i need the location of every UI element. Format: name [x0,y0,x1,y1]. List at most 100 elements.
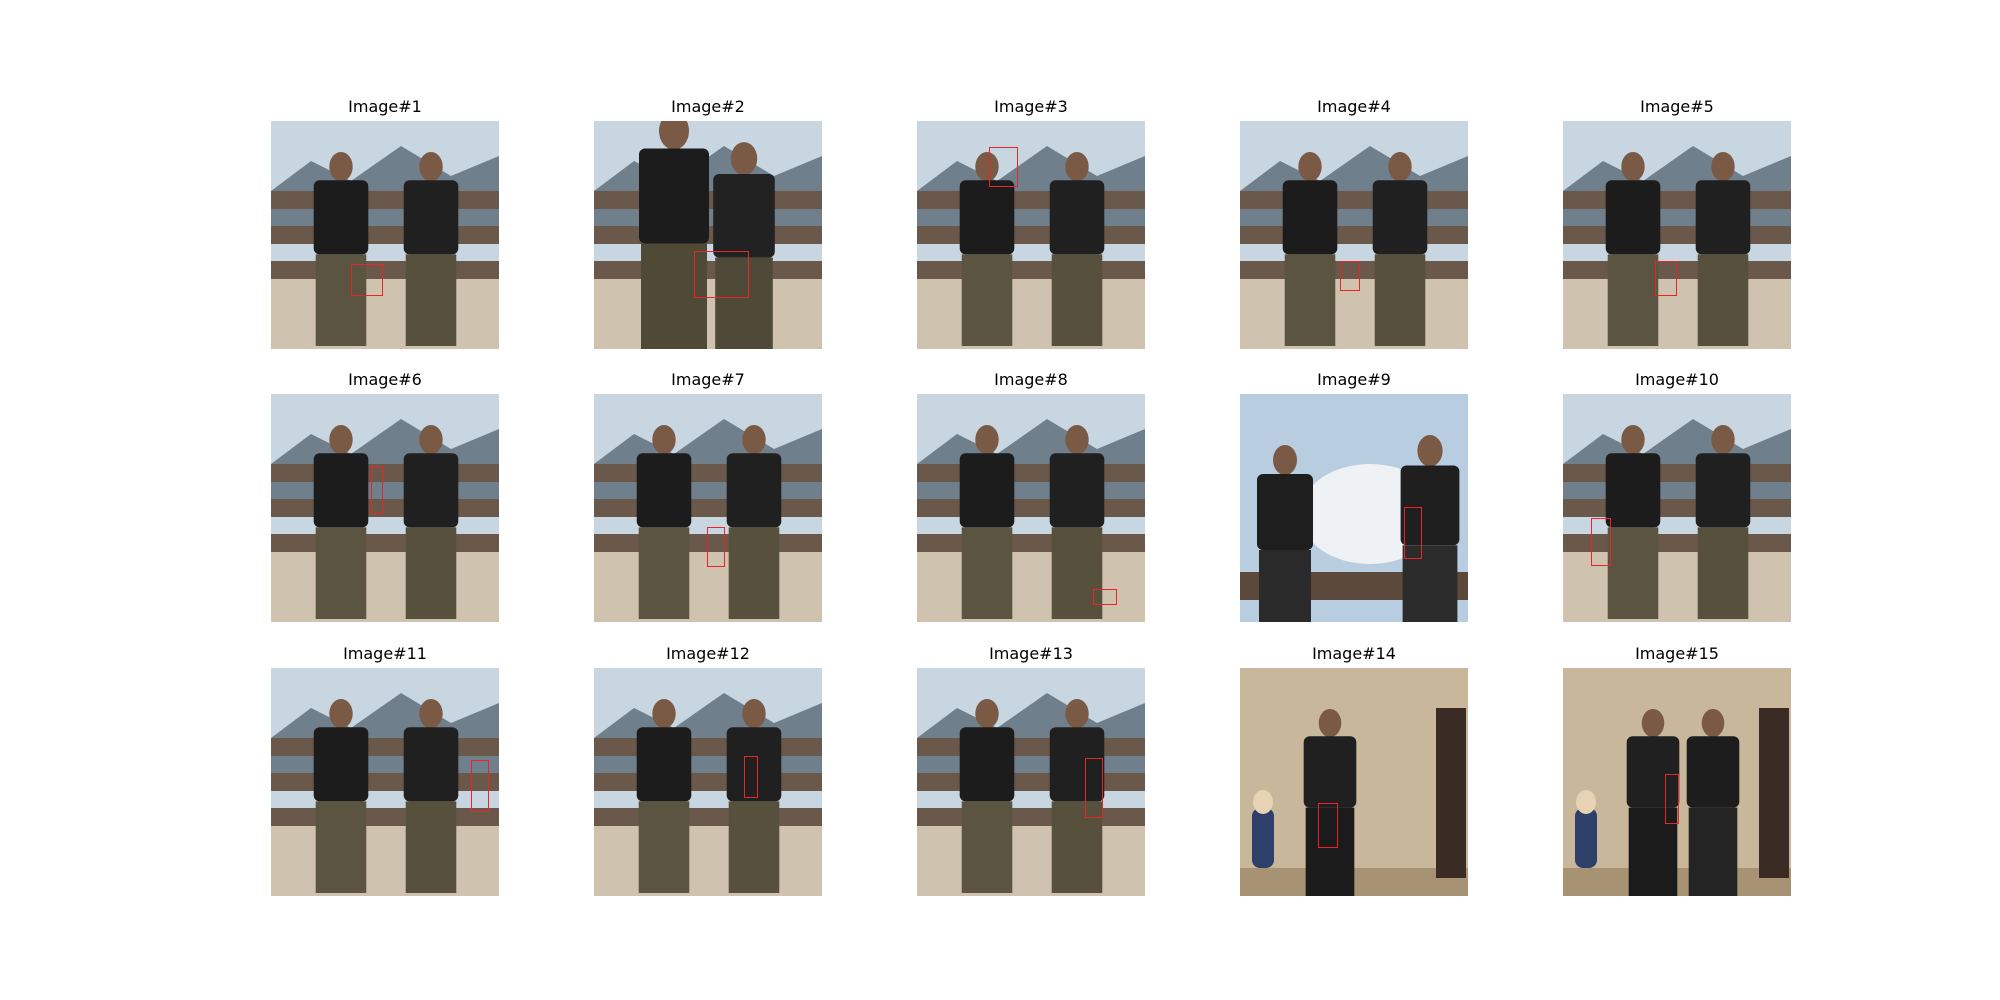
person-torso [313,727,369,802]
person-legs [1697,527,1749,619]
ground [271,544,499,622]
photo-graphic [271,394,499,622]
person-head [1711,424,1735,455]
person-head [1273,445,1297,475]
person-head [742,698,766,729]
photo-graphic [1240,121,1468,349]
ground [1563,544,1791,622]
person-torso [313,180,369,255]
panel-title: Image#1 [348,97,422,116]
fence-rail [594,499,822,517]
panel-title: Image#6 [348,370,422,389]
dummy-head [1576,790,1596,814]
panel-title: Image#15 [1635,644,1719,663]
person-legs [1051,527,1103,619]
person-head [1065,151,1089,182]
photo-graphic [1240,394,1468,622]
fence-rail [271,808,499,826]
person-head [419,151,443,182]
person-legs [405,254,457,346]
person-torso [1695,180,1751,255]
person-legs [638,801,690,893]
photo-graphic [594,121,822,349]
person-head [1621,151,1645,182]
person-torso [403,180,459,255]
ground [594,271,822,349]
detection-box [1340,261,1360,291]
ground [917,544,1145,622]
photo [917,668,1145,896]
person-torso [1605,453,1661,528]
panel-title: Image#5 [1640,97,1714,116]
person-torso [1303,736,1357,808]
photo [594,394,822,622]
person-head [1621,424,1645,455]
detection-box [471,760,489,812]
person-head [1417,435,1443,467]
fence-rail [271,773,499,791]
detection-box [1655,261,1677,296]
person-legs [715,257,773,349]
person-legs [1628,807,1678,896]
photo [1240,668,1468,896]
detection-box [1085,758,1103,818]
person-torso [1257,474,1313,550]
person-legs [1051,801,1103,893]
person-head [329,151,353,182]
person-torso [1049,180,1105,255]
person-torso [1626,736,1680,808]
photo-graphic [1563,394,1791,622]
person-head [1711,151,1735,182]
fence-rail [271,261,499,279]
person-legs [638,527,690,619]
fence-rail [594,464,822,482]
person-head [730,142,758,176]
fence-rail [917,226,1145,244]
ground [271,818,499,896]
person-torso [313,453,369,528]
ground [917,818,1145,896]
photo-graphic [271,668,499,896]
person-legs [1051,254,1103,346]
person-legs [1607,254,1659,346]
photo [271,121,499,349]
person-legs [405,801,457,893]
detection-box [989,147,1018,187]
detection-box [744,756,758,798]
detection-box [1665,774,1679,824]
panel-title: Image#3 [994,97,1068,116]
panel-title: Image#9 [1317,370,1391,389]
photo [594,668,822,896]
fence-rail [1240,226,1468,244]
person-legs [315,801,367,893]
panel-title: Image#2 [671,97,745,116]
dummy-head [1253,790,1273,814]
ground [594,818,822,896]
photo-graphic [1563,121,1791,349]
fence-rail [271,534,499,552]
person-torso [726,453,782,528]
fence-rail [917,808,1145,826]
panel-title: Image#12 [666,644,750,663]
person-torso [726,727,782,802]
panel-title: Image#4 [1317,97,1391,116]
person-head [1298,151,1322,182]
ground [917,271,1145,349]
fence-rail [271,738,499,756]
detection-box [1404,507,1422,559]
photo-graphic [1563,668,1791,896]
person-torso [1695,453,1751,528]
panel-title: Image#14 [1312,644,1396,663]
fence-rail [1563,261,1791,279]
person-torso [636,453,692,528]
person-head [659,121,689,150]
fence-rail [271,464,499,482]
person-torso [1372,180,1428,255]
person-head [1388,151,1412,182]
person-torso [1686,736,1740,808]
ground [271,271,499,349]
fence-rail [271,499,499,517]
poster [1436,708,1466,878]
photo-graphic [594,394,822,622]
detection-box [1093,589,1117,605]
